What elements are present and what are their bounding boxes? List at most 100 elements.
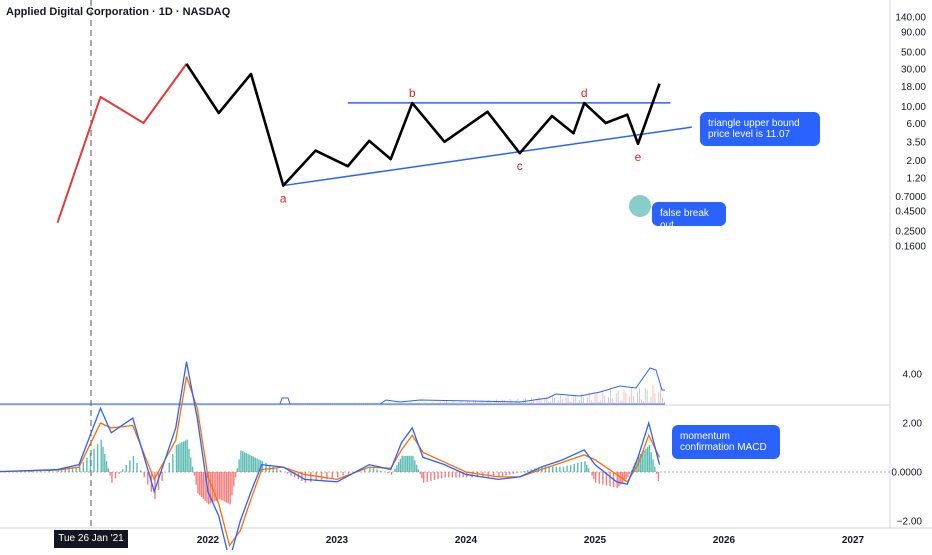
macd-histogram-bar [444, 472, 446, 478]
volume-bar [403, 402, 405, 404]
volume-bar [486, 401, 488, 404]
macd-histogram-bar [421, 472, 423, 479]
volume-bar [581, 393, 582, 404]
macd-histogram-bar [86, 457, 88, 472]
macd-histogram-bar [646, 446, 649, 472]
macd-histogram-bar [143, 472, 145, 478]
volume-bar [337, 402, 339, 404]
macd-histogram-bar [310, 472, 312, 482]
wave-point-label: d [581, 86, 588, 100]
volume-bar [583, 397, 584, 404]
macd-histogram-bar [423, 472, 425, 483]
price-line-main [185, 63, 661, 187]
macd-histogram-bar [227, 472, 230, 504]
volume-bar [295, 402, 297, 404]
macd-histogram-bar [254, 457, 256, 472]
volume-bar [334, 402, 335, 404]
macd-histogram-bar [516, 472, 518, 473]
volume-bar [378, 402, 380, 404]
macd-histogram-bar [462, 472, 464, 478]
macd-histogram-bar [577, 463, 579, 472]
macd-histogram-bar [559, 466, 561, 472]
volume-bar [320, 402, 322, 404]
volume-bar [281, 403, 283, 404]
volume-bar [469, 401, 471, 404]
macd-histogram-bar [417, 469, 420, 472]
macd-histogram-bar [234, 472, 237, 478]
volume-bar [459, 401, 461, 404]
volume-bar [357, 402, 359, 404]
volume-bar [654, 393, 656, 404]
volume-bar [542, 402, 544, 404]
volume-bar [390, 402, 391, 404]
volume-bar [505, 402, 507, 404]
macd-histogram-bar [251, 455, 253, 472]
volume-bar [484, 402, 486, 404]
macd-histogram-bar [79, 466, 81, 472]
volume-bar [617, 390, 619, 404]
macd-histogram-bar [437, 472, 439, 480]
wave-point-label: b [409, 86, 416, 100]
volume-bar [405, 402, 407, 404]
macd-histogram-bar [200, 472, 203, 498]
macd-histogram-bar [157, 472, 160, 490]
macd-histogram-bar [209, 472, 212, 504]
volume-bar [426, 402, 428, 404]
volume-bar [623, 389, 625, 404]
macd-histogram-bar [331, 472, 334, 479]
macd-histogram-bar [593, 472, 595, 480]
volume-bar [621, 400, 623, 404]
macd-tick-label: 4.00 [903, 370, 923, 381]
volume-bar [401, 402, 403, 404]
macd-histogram-bar [587, 468, 590, 472]
macd-histogram-bar [440, 472, 443, 479]
price-tick-label: 18.00 [901, 82, 926, 93]
volume-bar [627, 402, 629, 404]
macd-histogram-bar [629, 472, 631, 474]
volume-bar [635, 402, 637, 404]
false-breakout-callout: false break out [652, 202, 726, 231]
macd-histogram-bar [218, 472, 221, 499]
macd-histogram-bar [573, 463, 575, 472]
macd-histogram-bar [595, 472, 597, 483]
volume-bar [461, 401, 463, 404]
volume-bar [644, 388, 646, 404]
macd-histogram-bar [415, 464, 418, 472]
axis-layer: 140.00 90.00 50.00 30.00 18.00 10.00 6.00 3.50 2… [197, 13, 927, 547]
volume-bar [590, 399, 592, 404]
macd-histogram-bar [186, 439, 188, 472]
volume-bar [538, 396, 540, 404]
macd-histogram-bar [208, 472, 210, 505]
macd-histogram-bar [430, 472, 432, 481]
macd-histogram-bar [630, 470, 633, 472]
macd-histogram-bar [30, 471, 33, 472]
volume-bar [490, 401, 492, 404]
volume-bar [393, 402, 395, 404]
volume-bar [359, 402, 361, 404]
price-tick-label: 10.00 [901, 102, 926, 113]
volume-bar [615, 393, 617, 404]
volume-bar [307, 402, 308, 404]
macd-histogram-bar [426, 472, 428, 482]
volume-bar [473, 401, 474, 404]
macd-histogram-bar [544, 466, 547, 472]
macd-histogram-bar [107, 468, 110, 472]
macd-histogram-bar [290, 472, 292, 476]
volume-bar [600, 400, 602, 404]
volume-bar [442, 402, 444, 404]
volume-bar [528, 401, 530, 404]
price-tick-label: 1.20 [907, 174, 927, 185]
volume-bar [569, 400, 571, 404]
price-tick-label: 90.00 [901, 27, 926, 38]
price-tick-label: 140.00 [895, 13, 926, 24]
macd-histogram-bar [93, 448, 95, 472]
macd-histogram-bar [609, 472, 611, 487]
macd-histogram-bar [240, 450, 242, 472]
macd-histogram-bar [523, 471, 525, 472]
volume-bar [287, 402, 289, 404]
volume-bar [283, 403, 285, 404]
volume-bar [500, 402, 501, 404]
volume-bar [660, 384, 662, 404]
volume-bar [409, 402, 411, 404]
volume-bar [453, 401, 455, 404]
